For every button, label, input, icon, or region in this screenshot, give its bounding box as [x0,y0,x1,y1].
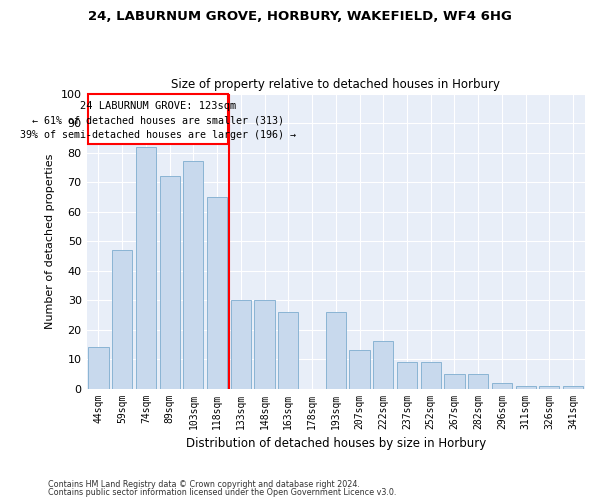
Bar [492,382,512,388]
Bar [349,350,370,389]
Bar [160,176,180,388]
Text: ← 61% of detached houses are smaller (313): ← 61% of detached houses are smaller (31… [32,116,284,126]
Text: 24, LABURNUM GROVE, HORBURY, WAKEFIELD, WF4 6HG: 24, LABURNUM GROVE, HORBURY, WAKEFIELD, … [88,10,512,23]
Bar [112,250,132,388]
Bar [445,374,464,388]
Title: Size of property relative to detached houses in Horbury: Size of property relative to detached ho… [171,78,500,91]
Bar [468,374,488,388]
Bar [421,362,441,388]
Bar [326,312,346,388]
Bar [88,348,109,389]
Bar [373,342,394,388]
Text: 39% of semi-detached houses are larger (196) →: 39% of semi-detached houses are larger (… [20,130,296,140]
Bar [183,162,203,388]
Text: Contains public sector information licensed under the Open Government Licence v3: Contains public sector information licen… [48,488,397,497]
Y-axis label: Number of detached properties: Number of detached properties [45,154,55,328]
Text: 24 LABURNUM GROVE: 123sqm: 24 LABURNUM GROVE: 123sqm [80,101,236,111]
Bar [231,300,251,388]
X-axis label: Distribution of detached houses by size in Horbury: Distribution of detached houses by size … [185,437,486,450]
Bar [254,300,275,388]
Bar [539,386,559,388]
Bar [136,146,156,388]
Bar [397,362,417,388]
Text: Contains HM Land Registry data © Crown copyright and database right 2024.: Contains HM Land Registry data © Crown c… [48,480,360,489]
Bar [207,197,227,388]
Bar [563,386,583,388]
Bar [88,94,228,144]
Bar [278,312,298,388]
Bar [515,386,536,388]
